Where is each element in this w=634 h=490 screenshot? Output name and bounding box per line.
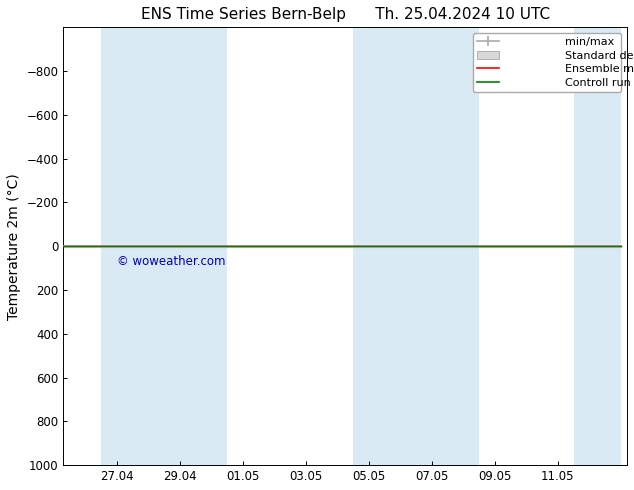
Y-axis label: Temperature 2m (°C): Temperature 2m (°C) bbox=[7, 173, 21, 319]
Bar bbox=[353, 27, 416, 465]
Legend: min/max, Standard deviation, Ensemble mean run, Controll run: min/max, Standard deviation, Ensemble me… bbox=[472, 33, 621, 92]
Title: ENS Time Series Bern-Belp      Th. 25.04.2024 10 UTC: ENS Time Series Bern-Belp Th. 25.04.2024… bbox=[141, 7, 550, 22]
Text: © woweather.com: © woweather.com bbox=[117, 255, 226, 268]
Bar bbox=[574, 27, 621, 465]
Bar bbox=[101, 27, 164, 465]
Bar bbox=[164, 27, 227, 465]
Bar bbox=[416, 27, 479, 465]
